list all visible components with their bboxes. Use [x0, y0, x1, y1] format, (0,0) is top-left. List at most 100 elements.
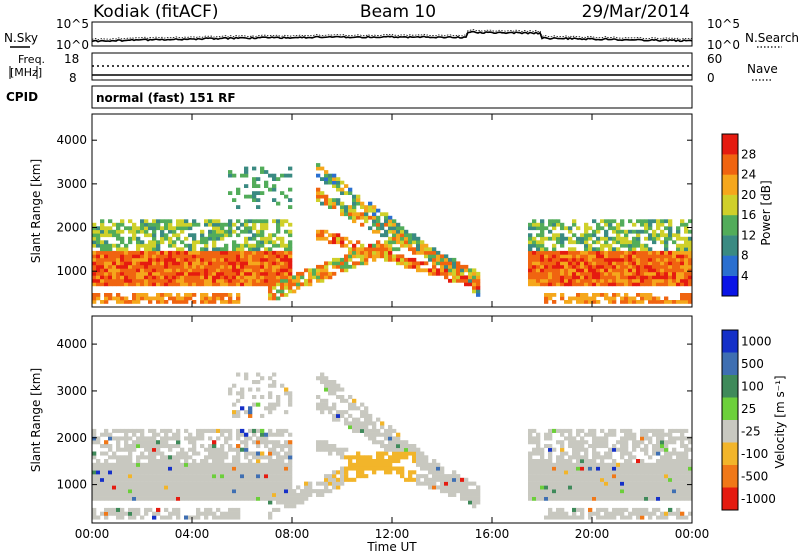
- heatmap-cell: [640, 296, 645, 301]
- heatmap-cell: [100, 222, 105, 227]
- heatmap-cell: [580, 477, 585, 482]
- heatmap-cell: [236, 254, 241, 259]
- heatmap-cell: [352, 201, 357, 206]
- heatmap-cell: [676, 492, 681, 497]
- heatmap-cell: [260, 233, 265, 238]
- heatmap-cell: [152, 271, 157, 276]
- heatmap-cell: [232, 489, 237, 494]
- heatmap-cell: [152, 459, 157, 464]
- power-colorbar-tick: 28: [741, 147, 756, 161]
- heatmap-cell: [320, 481, 325, 486]
- heatmap-cell: [236, 496, 241, 501]
- heatmap-cell: [632, 275, 637, 280]
- heatmap-cell: [92, 282, 97, 287]
- heatmap-cell: [676, 268, 681, 273]
- heatmap-cell: [120, 271, 125, 276]
- heatmap-cell: [224, 275, 229, 280]
- heatmap-cell: [184, 293, 189, 297]
- heatmap-cell: [528, 489, 533, 494]
- heatmap-cell: [100, 496, 105, 501]
- heatmap-cell: [172, 466, 177, 471]
- heatmap-cell: [472, 289, 477, 294]
- heatmap-cell: [208, 257, 213, 262]
- heatmap-cell: [336, 240, 341, 245]
- heatmap-cell: [368, 243, 373, 248]
- heatmap-cell: [280, 173, 285, 178]
- heatmap-cell: [316, 440, 321, 445]
- heatmap-cell: [140, 250, 145, 255]
- heatmap-cell: [240, 271, 245, 276]
- heatmap-cell: [288, 229, 293, 234]
- heatmap-cell: [688, 474, 693, 479]
- heatmap-cell: [272, 406, 277, 411]
- heatmap-cell: [664, 296, 669, 301]
- heatmap-cell: [404, 261, 409, 266]
- heatmap-cell: [272, 261, 277, 266]
- heatmap-cell: [676, 474, 681, 479]
- heatmap-cell: [232, 254, 237, 259]
- heatmap-cell: [144, 282, 149, 287]
- heatmap-cell: [532, 240, 537, 245]
- heatmap-cell: [288, 500, 293, 505]
- heatmap-cell: [316, 191, 321, 196]
- heatmap-cell: [340, 240, 345, 245]
- heatmap-cell: [252, 485, 257, 490]
- heatmap-cell: [244, 166, 249, 171]
- heatmap-cell: [592, 229, 597, 234]
- heatmap-cell: [324, 229, 329, 234]
- heatmap-cell: [336, 447, 341, 452]
- heatmap-cell: [108, 229, 113, 234]
- heatmap-cell: [624, 428, 629, 433]
- heatmap-cell: [172, 459, 177, 464]
- heatmap-cell: [212, 264, 217, 269]
- heatmap-cell: [600, 282, 605, 287]
- heatmap-cell: [208, 261, 213, 266]
- heatmap-cell: [588, 485, 593, 490]
- heatmap-cell: [612, 477, 617, 482]
- heatmap-cell: [456, 271, 461, 276]
- heatmap-cell: [648, 511, 653, 516]
- heatmap-cell: [360, 212, 365, 217]
- heatmap-cell: [124, 485, 129, 490]
- heatmap-cell: [640, 492, 645, 497]
- heatmap-cell: [540, 261, 545, 266]
- heatmap-cell: [132, 462, 137, 467]
- heatmap-cell: [528, 496, 533, 501]
- heatmap-cell: [216, 296, 221, 301]
- heatmap-cell: [204, 261, 209, 266]
- heatmap-cell: [324, 380, 329, 385]
- heatmap-cell: [548, 511, 553, 516]
- heatmap-cell: [596, 257, 601, 262]
- heatmap-cell: [592, 466, 597, 471]
- heatmap-cell: [272, 477, 277, 482]
- heatmap-cell: [552, 428, 557, 433]
- heatmap-cell: [392, 247, 397, 252]
- heatmap-cell: [200, 496, 205, 501]
- heatmap-cell: [220, 264, 225, 269]
- heatmap-cell: [688, 462, 693, 467]
- heatmap-cell: [648, 296, 653, 301]
- heatmap-cell: [472, 275, 477, 280]
- heatmap-cell: [616, 477, 621, 482]
- heatmap-cell: [288, 275, 293, 280]
- cpid-panel: CPID normal (fast) 151 RF: [6, 85, 693, 109]
- heatmap-cell: [180, 462, 185, 467]
- heatmap-cell: [288, 444, 293, 449]
- heatmap-cell: [576, 268, 581, 273]
- heatmap-cell: [604, 466, 609, 471]
- heatmap-cell: [428, 470, 433, 475]
- heatmap-cell: [648, 496, 653, 501]
- heatmap-cell: [192, 459, 197, 464]
- heatmap-cell: [120, 428, 125, 433]
- heatmap-cell: [532, 466, 537, 471]
- heatmap-cell: [140, 466, 145, 471]
- heatmap-cell: [552, 496, 557, 501]
- heatmap-cell: [532, 447, 537, 452]
- heatmap-cell: [228, 233, 233, 238]
- heatmap-cell: [604, 511, 609, 516]
- heatmap-cell: [584, 222, 589, 227]
- heatmap-cell: [576, 240, 581, 245]
- heatmap-cell: [632, 466, 637, 471]
- heatmap-cell: [596, 474, 601, 479]
- heatmap-cell: [264, 268, 269, 273]
